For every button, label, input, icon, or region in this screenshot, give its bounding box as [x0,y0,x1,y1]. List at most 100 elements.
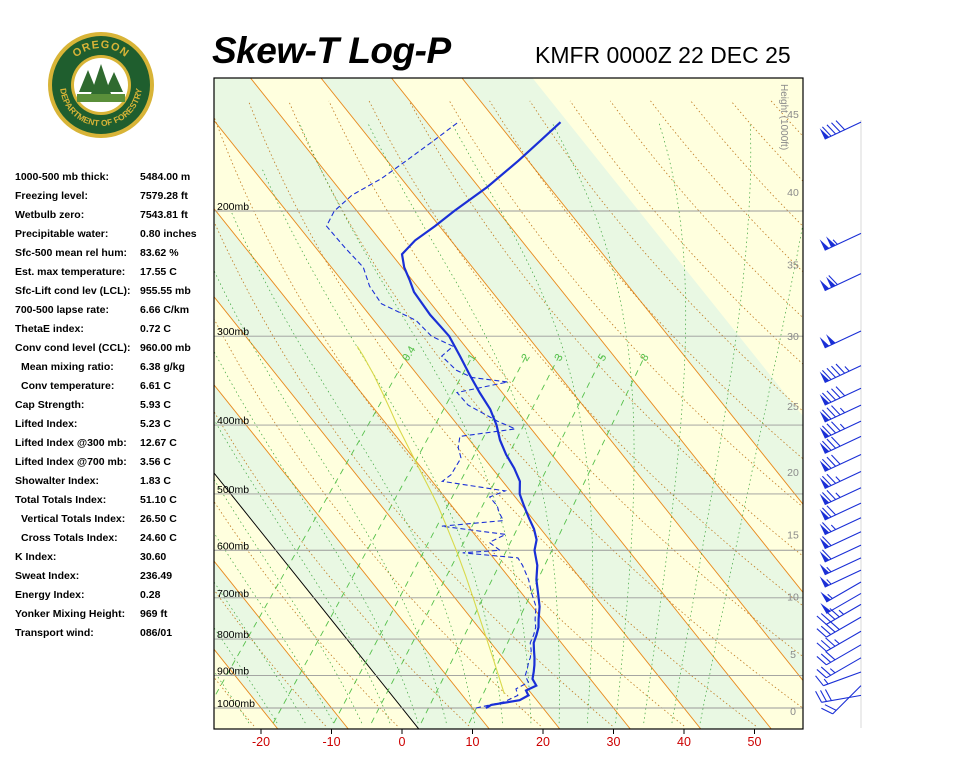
wind-barb-staff [824,232,862,251]
mixing-ratio-label: 2 [519,352,532,364]
index-value: 0.80 inches [140,228,197,240]
mixing-ratio-line [468,355,646,724]
wind-barb-pennant [819,563,830,575]
stability-indices-panel: 1000-500 mb thick: 5484.00 m Freezing leve… [15,168,215,643]
wind-barb-feather [826,423,837,434]
isobar-label: 400mb [217,415,249,427]
wind-barb [819,487,862,506]
index-label: Total Totals Index: [15,494,107,506]
index-row: Conv cond level (CCL): 960.00 mb [15,339,215,358]
wind-barb-feather [820,639,832,650]
index-row: Mean mixing ratio: 6.38 g/kg [15,358,215,377]
x-tick-label: -20 [252,735,270,749]
height-tick-label: 50 [787,30,799,42]
index-label: Wetbulb zero: [15,209,85,221]
zero-isotherm [214,472,420,729]
isobar-label: 700mb [217,588,249,600]
height-tick-label: 25 [787,401,799,413]
isotherm [214,560,349,729]
wind-barb-feather [831,122,841,133]
wind-barb-feather [826,456,837,467]
wind-barb [819,420,862,439]
wind-barb-feather [825,637,836,647]
wind-barb-staff [824,273,862,292]
index-row: Lifted Index @700 mb: 3.56 C [15,453,215,472]
wind-barb-pennant [819,337,830,348]
station-time-label: KMFR 0000Z 22 DEC 25 [535,42,791,68]
wind-barb-pennant [819,460,830,472]
wind-barb-pennant [819,493,830,505]
index-label: Conv cond level (CCL): [15,342,131,354]
index-row: Conv temperature: 6.61 C [15,377,215,396]
wind-barb-half-feather [827,593,833,599]
wind-barb-staff [826,581,862,603]
wind-barb-feather [825,651,836,661]
isobar-label: 800mb [217,629,249,641]
x-tick-label: 0 [399,735,406,749]
wind-barb-feather [816,628,827,638]
wind-barb-staff [826,630,862,652]
wind-barb-feather [820,653,832,663]
wind-barb-feather [826,124,837,135]
wind-barb-feather [831,436,841,447]
wind-barb-feather [825,623,836,633]
index-label: Lifted Index: [15,418,78,430]
index-value: 24.60 C [140,532,177,544]
index-label: Mean mixing ratio: [21,361,114,373]
index-value: 0.28 [140,589,161,601]
isotherm [249,78,772,729]
wind-barb-feather [828,275,838,286]
x-tick-label: 40 [677,735,691,749]
height-tick-label: 45 [787,109,799,121]
wind-barb [820,581,862,603]
isotherm [0,73,70,734]
height-tick-label: 20 [787,467,799,479]
index-label: Sfc-Lift cond lev (LCL): [15,285,131,297]
wind-barb-half-feather [835,476,841,482]
wind-barb-pennant [819,427,830,439]
mixing-ratio-line [371,355,560,724]
wind-barb-feather [826,473,837,484]
wind-barb-pennant [819,551,830,562]
isotherm [214,119,702,729]
wind-barb-staff [824,471,862,489]
index-label: Conv temperature: [21,380,115,392]
wind-barb-staff [824,531,862,550]
wind-barb-feather [821,458,832,469]
index-label: Energy Index: [15,589,85,601]
wind-barb-feather [829,620,840,631]
wind-barb-staff [832,685,862,715]
isobar-label: 1000mb [217,698,255,710]
dry-adiabat [368,100,803,607]
index-row: 1000-500 mb thick: 5484.00 m [15,168,215,187]
wind-barb-staff [824,517,862,536]
wind-barb-pennant [819,128,830,140]
index-value: 0.72 C [140,323,171,335]
index-label: Est. max temperature: [15,266,126,278]
wind-barb [819,435,862,454]
wind-barb-staff [824,435,862,454]
wind-barb-feather [821,522,832,533]
wind-barb-feather [831,388,841,399]
index-value: 17.55 C [140,266,177,278]
wind-barb-pennant [819,477,830,489]
wind-barb-feather [821,392,832,403]
index-value: 26.50 C [140,513,177,525]
wind-barb-half-feather [834,639,840,645]
wind-barb-staff [826,592,862,614]
isotherm [0,73,211,734]
wind-barb [819,557,862,576]
wind-barb-feather [816,615,827,625]
index-value: 1.83 C [140,475,171,487]
wind-barb [819,502,862,521]
dry-adiabat [214,318,541,727]
wind-barb [819,517,862,536]
index-row: Showalter Index: 1.83 C [15,472,215,491]
oregon-department-of-forestry-logo: OREGON DEPARTMENT OF FORESTRY [46,30,156,140]
wind-barb [819,386,862,406]
mixing-ratio-line [272,355,473,724]
wind-barb [819,471,862,489]
index-label: Showalter Index: [15,475,100,487]
index-label: ThetaE index: [15,323,84,335]
wind-barb-feather [821,440,832,451]
